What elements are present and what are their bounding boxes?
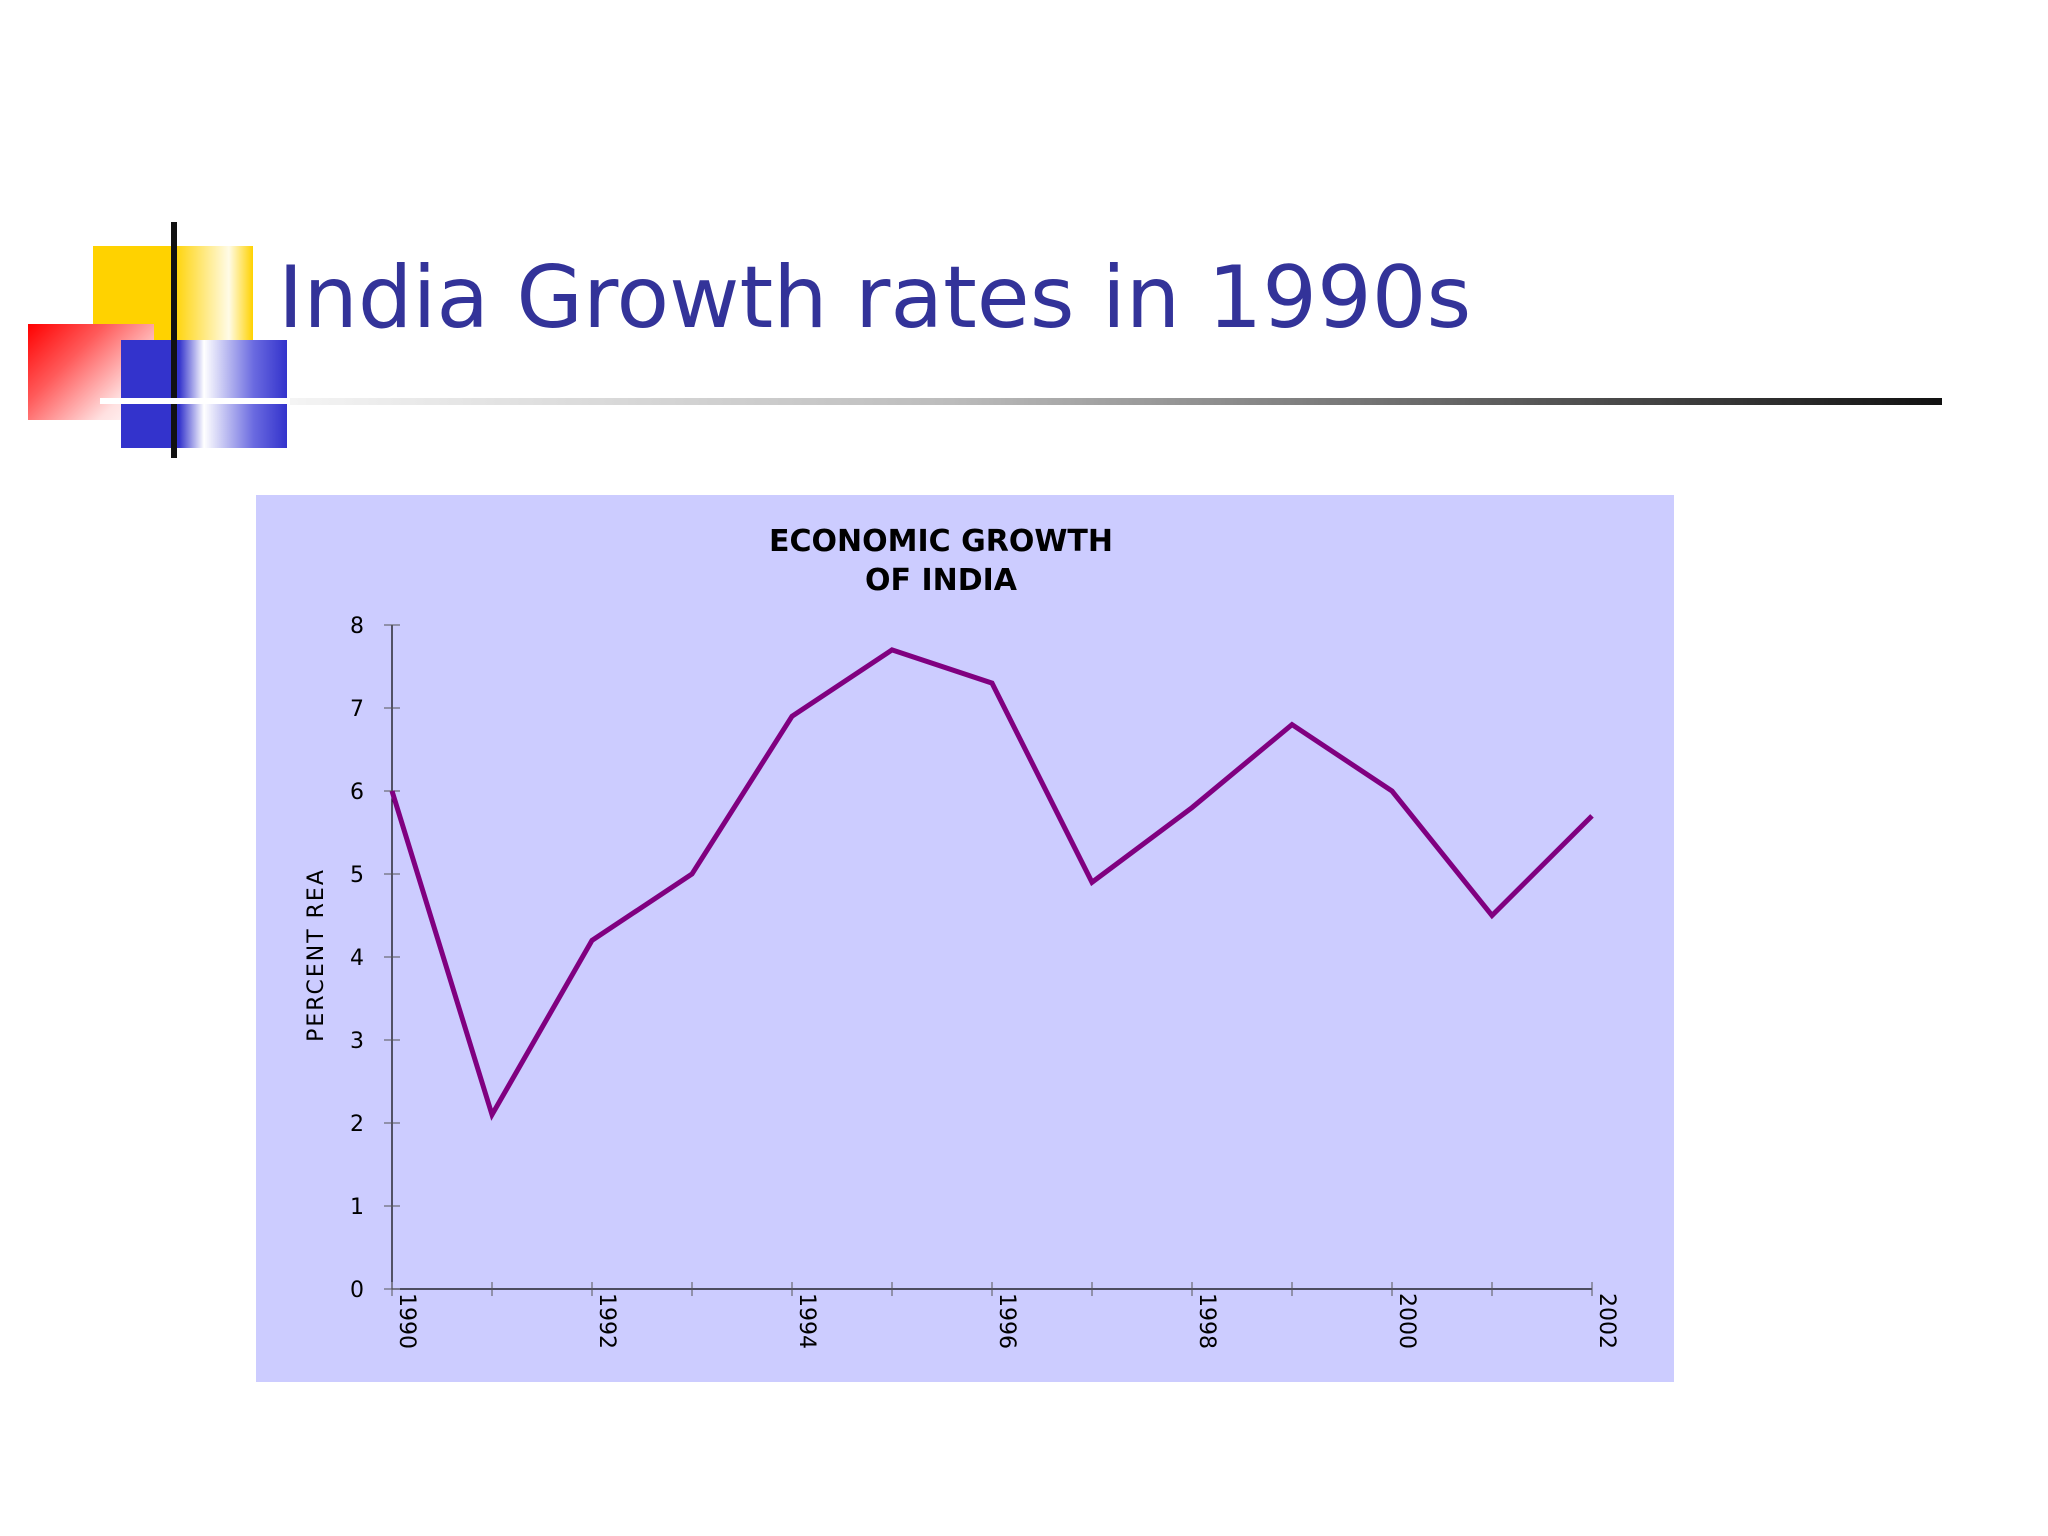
vertical-bar-decoration xyxy=(171,222,177,458)
x-tick-label: 1994 xyxy=(794,1293,819,1349)
x-tick-label: 1998 xyxy=(1194,1293,1219,1349)
line-chart: ECONOMIC GROWTH OF INDIA PERCENT REA 0 1 2… xyxy=(304,524,1619,1349)
y-tick-label: 7 xyxy=(350,697,364,722)
y-tick-label: 3 xyxy=(350,1029,364,1054)
blue-square-decoration xyxy=(121,340,287,448)
y-axis-ticks: 0 1 2 3 4 5 6 7 8 xyxy=(350,614,400,1303)
y-tick-label: 6 xyxy=(350,780,364,805)
y-tick-label: 4 xyxy=(350,946,364,971)
white-bar-decoration xyxy=(100,398,290,404)
y-tick-label: 2 xyxy=(350,1112,364,1137)
y-tick-label: 8 xyxy=(350,614,364,639)
y-tick-label: 5 xyxy=(350,863,364,888)
slide-title: India Growth rates in 1990s xyxy=(278,248,1472,348)
chart-panel: ECONOMIC GROWTH OF INDIA PERCENT REA 0 1 2… xyxy=(256,495,1674,1382)
chart-title-line-1: ECONOMIC GROWTH xyxy=(769,524,1113,559)
x-tick-label: 2000 xyxy=(1394,1293,1419,1349)
x-axis-ticks: 1990 1992 1994 1996 1998 2000 2002 xyxy=(391,1282,1619,1349)
y-tick-label: 0 xyxy=(350,1278,364,1303)
growth-series-line xyxy=(389,647,1594,1121)
x-tick-label: 1996 xyxy=(994,1293,1019,1349)
x-tick-label: 1990 xyxy=(394,1293,419,1349)
chart-title-line-2: OF INDIA xyxy=(865,563,1018,598)
x-tick-label: 2002 xyxy=(1594,1293,1619,1349)
x-tick-label: 1992 xyxy=(594,1293,619,1349)
y-axis-label: PERCENT REA xyxy=(304,868,329,1042)
title-underline-rule xyxy=(290,398,1942,405)
y-tick-label: 1 xyxy=(350,1195,364,1220)
